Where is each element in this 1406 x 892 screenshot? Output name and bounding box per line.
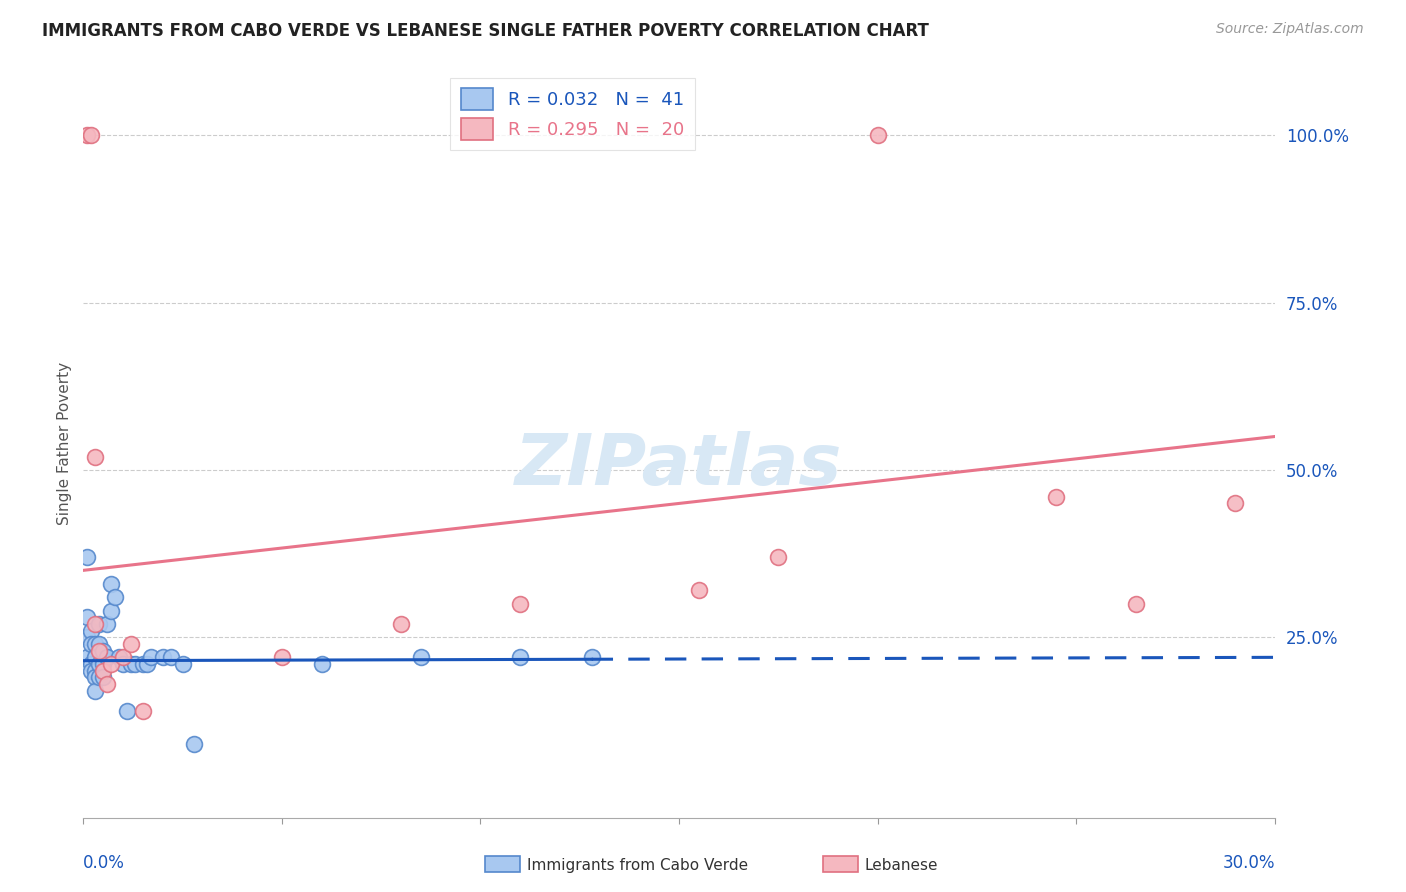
- Point: [409, 650, 432, 665]
- Point: [115, 704, 138, 718]
- Point: [866, 128, 889, 143]
- Text: 0.0%: 0.0%: [83, 854, 125, 871]
- Point: [1223, 496, 1246, 510]
- Point: [1045, 490, 1067, 504]
- Point: [76, 128, 98, 143]
- Point: [152, 650, 174, 665]
- Point: [581, 650, 603, 665]
- Point: [80, 128, 103, 143]
- Y-axis label: Single Father Poverty: Single Father Poverty: [58, 361, 72, 524]
- Point: [80, 664, 103, 678]
- Point: [89, 616, 111, 631]
- Point: [139, 650, 162, 665]
- Point: [80, 657, 103, 671]
- Point: [84, 450, 107, 464]
- Point: [124, 657, 146, 671]
- Point: [509, 597, 531, 611]
- Point: [84, 664, 107, 678]
- Point: [509, 650, 531, 665]
- Point: [91, 657, 114, 671]
- Point: [84, 616, 107, 631]
- Point: [76, 610, 98, 624]
- Point: [84, 670, 107, 684]
- Point: [96, 650, 118, 665]
- Point: [688, 583, 710, 598]
- Point: [108, 650, 131, 665]
- Point: [89, 637, 111, 651]
- Point: [104, 590, 127, 604]
- Point: [91, 643, 114, 657]
- Point: [132, 704, 155, 718]
- Point: [100, 576, 122, 591]
- Point: [89, 657, 111, 671]
- Legend: R = 0.032   N =  41, R = 0.295   N =  20: R = 0.032 N = 41, R = 0.295 N = 20: [450, 78, 695, 151]
- Point: [172, 657, 194, 671]
- Point: [1125, 597, 1147, 611]
- Point: [768, 549, 790, 564]
- Point: [120, 637, 142, 651]
- Point: [111, 650, 134, 665]
- Text: 30.0%: 30.0%: [1222, 854, 1275, 871]
- Point: [132, 657, 155, 671]
- Point: [96, 616, 118, 631]
- Point: [270, 650, 292, 665]
- Point: [100, 603, 122, 617]
- Point: [84, 683, 107, 698]
- Text: ZIPatlas: ZIPatlas: [516, 431, 842, 500]
- Point: [76, 630, 98, 644]
- Point: [389, 616, 412, 631]
- Point: [91, 664, 114, 678]
- Point: [100, 657, 122, 671]
- Point: [183, 737, 205, 751]
- Point: [80, 624, 103, 638]
- Point: [84, 637, 107, 651]
- Point: [159, 650, 181, 665]
- Point: [135, 657, 157, 671]
- Point: [76, 650, 98, 665]
- Point: [111, 657, 134, 671]
- Text: Immigrants from Cabo Verde: Immigrants from Cabo Verde: [527, 858, 748, 872]
- Text: Source: ZipAtlas.com: Source: ZipAtlas.com: [1216, 22, 1364, 37]
- Point: [84, 650, 107, 665]
- Point: [76, 549, 98, 564]
- Point: [89, 670, 111, 684]
- Point: [89, 643, 111, 657]
- Point: [91, 670, 114, 684]
- Point: [96, 677, 118, 691]
- Point: [311, 657, 333, 671]
- Point: [80, 637, 103, 651]
- Point: [120, 657, 142, 671]
- Text: Lebanese: Lebanese: [865, 858, 938, 872]
- Text: IMMIGRANTS FROM CABO VERDE VS LEBANESE SINGLE FATHER POVERTY CORRELATION CHART: IMMIGRANTS FROM CABO VERDE VS LEBANESE S…: [42, 22, 929, 40]
